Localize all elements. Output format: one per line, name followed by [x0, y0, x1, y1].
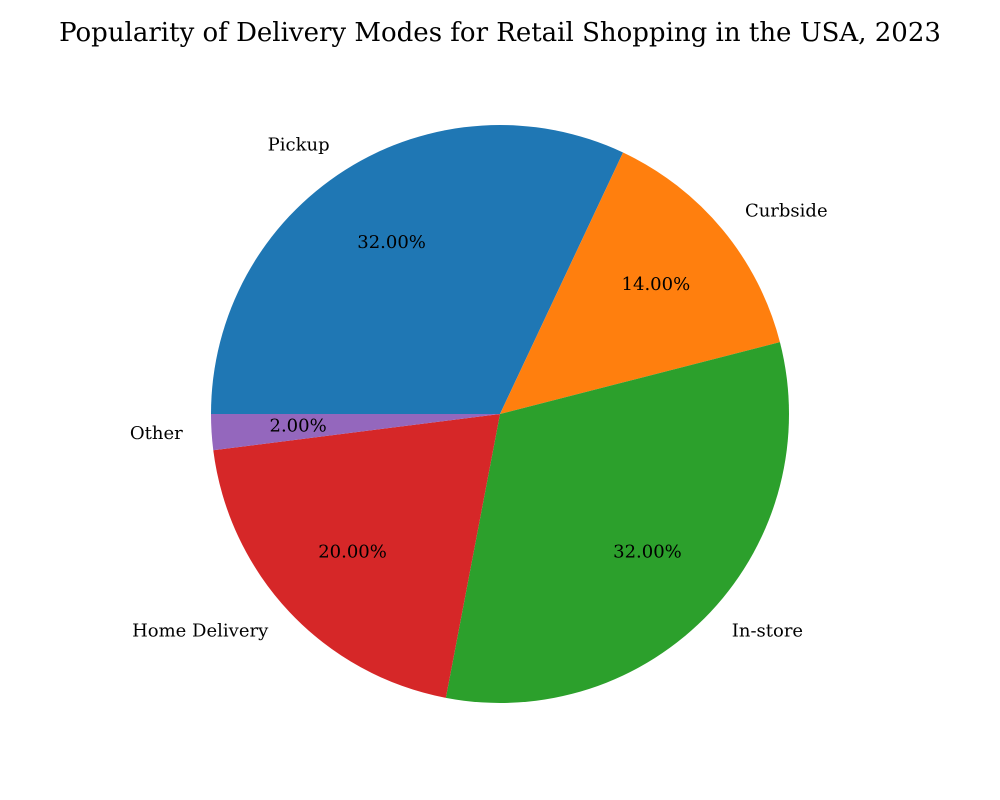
slice-label-other: Other	[130, 423, 183, 444]
pie-slice-other	[211, 414, 500, 451]
slice-label-curbside: Curbside	[745, 200, 828, 221]
slice-percent-curbside: 14.00%	[622, 274, 691, 295]
pie-slice-in-store	[445, 342, 789, 704]
slice-percent-pickup: 32.00%	[357, 232, 426, 253]
pie-slice-pickup	[211, 124, 624, 414]
pie-slice-home-delivery	[213, 414, 500, 698]
slice-label-in-store: In-store	[732, 621, 803, 642]
slice-percent-home-delivery: 20.00%	[318, 541, 387, 562]
slice-percent-in-store: 32.00%	[613, 541, 682, 562]
chart-title: Popularity of Delivery Modes for Retail …	[59, 18, 941, 48]
slice-label-home-delivery: Home Delivery	[132, 621, 269, 642]
pie-slice-curbside	[500, 152, 780, 414]
slice-percent-other: 2.00%	[270, 416, 327, 437]
slice-label-pickup: Pickup	[268, 135, 330, 156]
